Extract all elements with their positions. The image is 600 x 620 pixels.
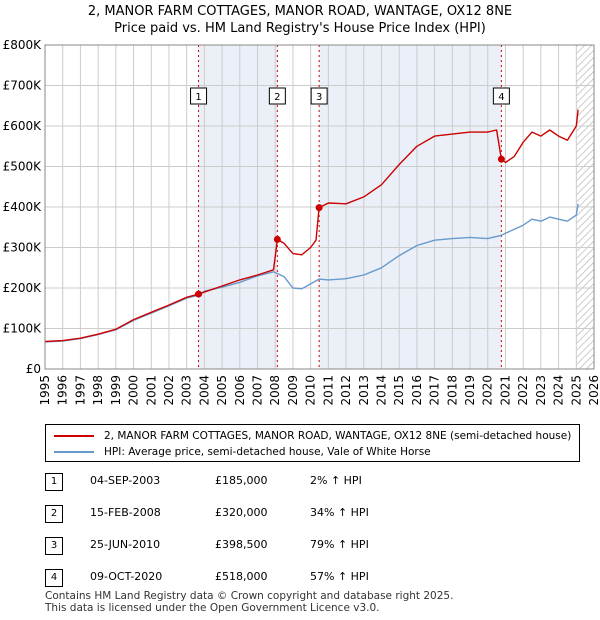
x-tick-label: 2015: [392, 375, 406, 406]
transaction-hpi: 57% ↑ HPI: [310, 570, 369, 583]
x-tick-label: 2019: [463, 375, 477, 406]
y-tick-label: £800K: [3, 38, 43, 52]
y-tick-label: £300K: [3, 241, 43, 255]
x-tick-label: 2025: [569, 375, 583, 406]
sale-marker-label: 2: [274, 92, 280, 103]
y-tick-label: £200K: [3, 281, 43, 295]
sale-point: [497, 155, 505, 163]
sale-marker-box: [310, 87, 328, 105]
table-row: 1 04-SEP-2003 £185,000 2% ↑ HPI: [45, 473, 545, 493]
y-tick-label: £700K: [3, 79, 43, 93]
footer-license: This data is licensed under the Open Gov…: [45, 602, 380, 614]
legend: 2, MANOR FARM COTTAGES, MANOR ROAD, WANT…: [45, 424, 580, 462]
footer-copyright: Contains HM Land Registry data © Crown c…: [45, 590, 454, 602]
x-tick-label: 1999: [109, 375, 123, 406]
chart-title: 2, MANOR FARM COTTAGES, MANOR ROAD, WANT…: [87, 4, 513, 19]
table-row: 4 09-OCT-2020 £518,000 57% ↑ HPI: [45, 569, 545, 589]
legend-hpi-label: HPI: Average price, semi-detached house,…: [104, 446, 431, 458]
x-tick-label: 2020: [481, 375, 495, 406]
x-tick-label: 1998: [91, 375, 105, 406]
x-tick-label: 2004: [197, 375, 211, 406]
transaction-number: 2: [45, 505, 63, 523]
legend-price-swatch: [54, 435, 94, 437]
x-tick-label: 2022: [516, 375, 530, 406]
x-tick-label: 2026: [587, 375, 600, 406]
transaction-price: £320,000: [215, 506, 268, 519]
sale-marker-box: [268, 87, 286, 105]
x-tick-label: 2011: [321, 375, 335, 406]
x-tick-label: 2017: [428, 375, 442, 406]
y-tick-label: £100K: [3, 322, 43, 336]
sale-marker-label: 1: [195, 92, 201, 103]
sale-marker-box: [190, 87, 208, 105]
transaction-price: £185,000: [215, 474, 268, 487]
transaction-date: 04-SEP-2003: [90, 474, 161, 487]
x-tick-label: 2016: [410, 375, 424, 406]
price-series-line: [44, 109, 579, 343]
x-tick-label: 2008: [268, 375, 282, 406]
legend-price-label: 2, MANOR FARM COTTAGES, MANOR ROAD, WANT…: [104, 430, 572, 442]
hpi-series-line: [44, 203, 579, 343]
x-tick-label: 2002: [162, 375, 176, 406]
transaction-number: 1: [45, 473, 63, 491]
sale-point: [195, 290, 203, 298]
x-tick-label: 2018: [445, 375, 459, 406]
legend-hpi-swatch: [54, 451, 94, 453]
transaction-hpi: 34% ↑ HPI: [310, 506, 369, 519]
transaction-hpi: 2% ↑ HPI: [310, 474, 362, 487]
y-tick-label: £400K: [3, 200, 43, 214]
x-tick-label: 1996: [56, 375, 70, 406]
transaction-date: 25-JUN-2010: [90, 538, 161, 551]
x-tick-label: 2006: [233, 375, 247, 406]
sale-marker-label: 4: [498, 92, 504, 103]
sale-marker-box: [492, 87, 510, 105]
x-tick-label: 2024: [552, 375, 566, 406]
x-tick-label: 2012: [339, 375, 353, 406]
x-tick-label: 2014: [374, 375, 388, 406]
chart-subtitle: Price paid vs. HM Land Registry's House …: [114, 21, 486, 36]
x-tick-label: 2010: [304, 375, 318, 406]
x-tick-label: 2021: [498, 375, 512, 406]
table-row: 2 15-FEB-2008 £320,000 34% ↑ HPI: [45, 505, 545, 525]
x-tick-label: 2013: [357, 375, 371, 406]
x-tick-label: 2005: [215, 375, 229, 406]
x-tick-label: 1997: [73, 375, 87, 406]
legend-hpi: HPI: Average price, semi-detached house,…: [54, 444, 431, 460]
transaction-number: 3: [45, 537, 63, 555]
table-row: 3 25-JUN-2010 £398,500 79% ↑ HPI: [45, 537, 545, 557]
y-tick-label: £500K: [3, 160, 43, 174]
x-tick-label: 2023: [534, 375, 548, 406]
sale-point: [315, 204, 323, 212]
y-tick-label: £600K: [3, 119, 43, 133]
transaction-date: 15-FEB-2008: [90, 506, 161, 519]
legend-price: 2, MANOR FARM COTTAGES, MANOR ROAD, WANT…: [54, 428, 571, 444]
price-chart: £0 £100K £200K £300K £400K £500K £600K £700K £80…: [3, 38, 600, 406]
transaction-price: £398,500: [215, 538, 268, 551]
x-tick-label: 2001: [144, 375, 158, 406]
x-tick-label: 2000: [127, 375, 141, 406]
sale-point: [273, 235, 281, 243]
transaction-number: 4: [45, 569, 63, 587]
x-tick-label: 1995: [38, 375, 52, 406]
footer: Contains HM Land Registry data © Crown c…: [45, 590, 453, 614]
plot-frame: [44, 44, 595, 370]
transaction-hpi: 79% ↑ HPI: [310, 538, 369, 551]
transaction-date: 09-OCT-2020: [90, 570, 163, 583]
x-tick-label: 2007: [251, 375, 265, 406]
x-tick-label: 2009: [286, 375, 300, 406]
x-tick-label: 2003: [180, 375, 194, 406]
sale-marker-label: 3: [316, 92, 322, 103]
transaction-price: £518,000: [215, 570, 268, 583]
y-tick-label: £0: [26, 362, 41, 376]
